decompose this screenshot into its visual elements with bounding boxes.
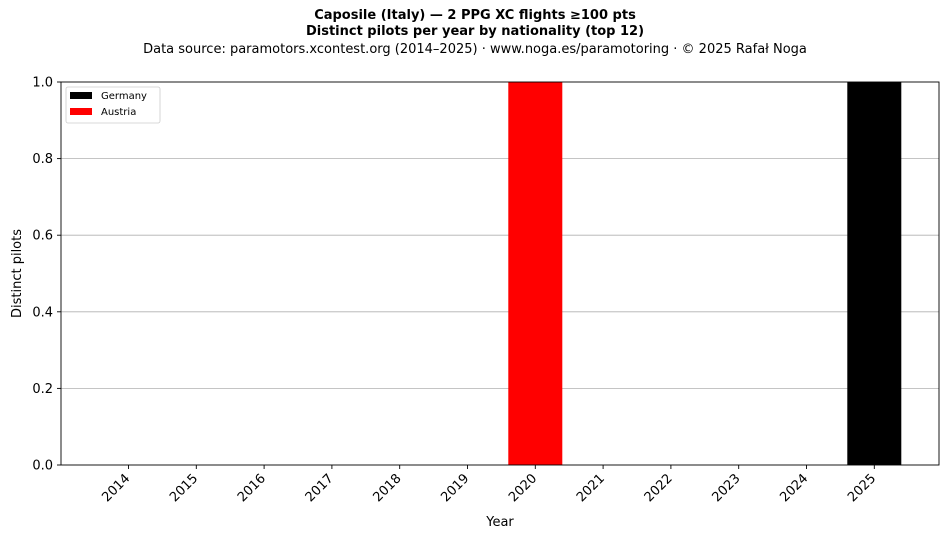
chart-subtitle: Data source: paramotors.xcontest.org (20… xyxy=(143,42,807,57)
x-tick-label: 2015 xyxy=(167,471,201,505)
y-tick-label: 0.6 xyxy=(32,229,53,244)
x-tick-label: 2025 xyxy=(845,471,879,505)
legend-swatch-germany xyxy=(70,92,92,99)
chart-title-block: Caposile (Italy) — 2 PPG XC flights ≥100… xyxy=(0,8,950,58)
x-tick-label: 2024 xyxy=(777,471,811,505)
y-tick-label: 1.0 xyxy=(32,76,53,91)
bar-austria-2020 xyxy=(508,82,563,465)
y-tick-label: 0.0 xyxy=(32,459,53,474)
x-tick-label: 2016 xyxy=(235,471,269,505)
x-tick-label: 2023 xyxy=(710,471,744,505)
legend-swatch-austria xyxy=(70,108,92,115)
x-tick-label: 2014 xyxy=(99,471,133,505)
x-tick-label: 2018 xyxy=(371,471,405,505)
x-tick-label: 2020 xyxy=(506,471,540,505)
bar-germany-2025 xyxy=(847,82,902,465)
x-tick-label: 2021 xyxy=(574,471,608,505)
legend-label-austria: Austria xyxy=(101,107,136,118)
y-axis-label: Distinct pilots xyxy=(10,229,25,318)
x-tick-label: 2017 xyxy=(303,471,337,505)
legend-label-germany: Germany xyxy=(101,91,147,102)
y-tick-label: 0.4 xyxy=(32,305,53,320)
plot-frame xyxy=(60,81,940,466)
y-tick-label: 0.8 xyxy=(32,152,53,167)
x-axis-label: Year xyxy=(485,515,514,530)
chart-title-line-2: Distinct pilots per year by nationality … xyxy=(305,24,645,39)
y-tick-label: 0.2 xyxy=(32,382,53,397)
x-tick-label: 2022 xyxy=(642,471,676,505)
chart-title-line-1: Caposile (Italy) — 2 PPG XC flights ≥100… xyxy=(314,8,636,23)
x-tick-label: 2019 xyxy=(438,471,472,505)
